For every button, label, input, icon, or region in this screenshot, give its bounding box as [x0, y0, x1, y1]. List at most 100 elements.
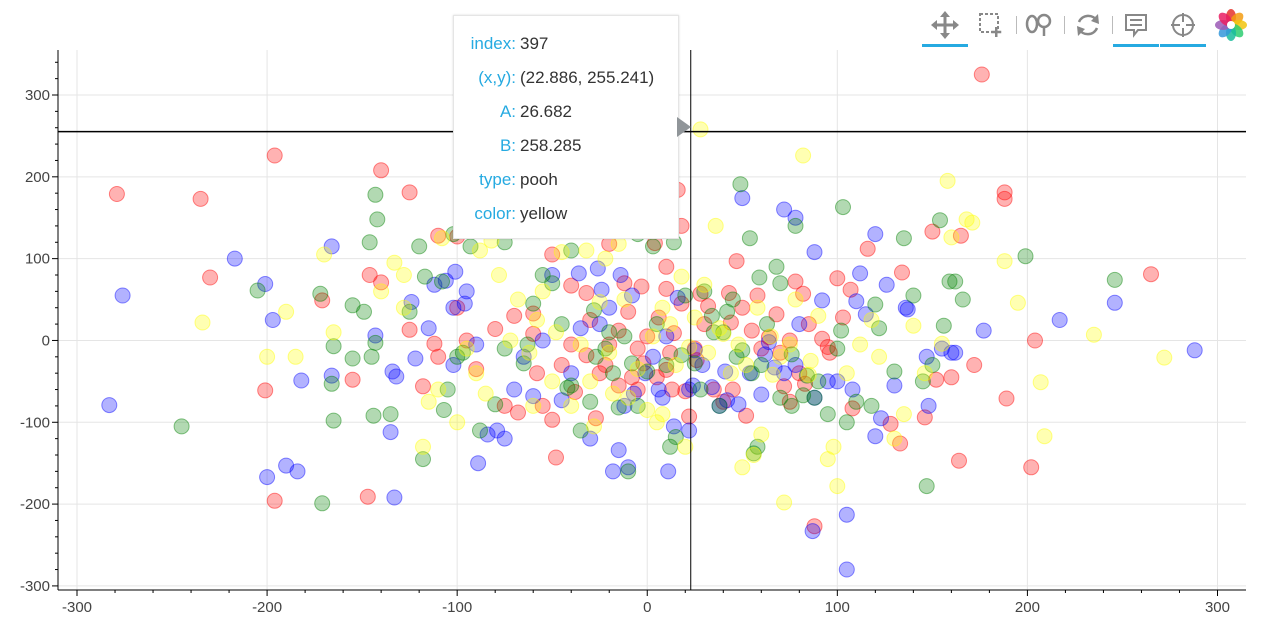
y-tick-label: -300	[20, 578, 50, 595]
scatter-point-red	[696, 316, 713, 333]
scatter-point-yellow	[905, 317, 922, 334]
scatter-point-yellow	[1032, 374, 1049, 391]
scatter-point-green	[833, 322, 850, 339]
scatter-point-green	[559, 379, 576, 396]
scatter-point-yellow	[686, 309, 703, 326]
tooltip-key: color:	[474, 204, 516, 223]
scatter-point-red	[996, 184, 1013, 201]
scatter-point-yellow	[648, 414, 665, 431]
scatter-point-green	[382, 406, 399, 423]
scatter-point-red	[951, 452, 967, 469]
scatter-point-red	[916, 409, 933, 426]
scatter-point-green	[325, 412, 342, 429]
scatter-point-red	[892, 435, 909, 452]
scatter-point-blue	[711, 397, 728, 414]
hover-tool-button[interactable]	[1113, 6, 1159, 47]
scatter-point-green	[582, 393, 599, 410]
scatter-point-red	[760, 329, 777, 346]
scatter-point-yellow	[434, 230, 450, 247]
scatter-point-blue	[681, 422, 698, 439]
scatter-point-blue	[437, 272, 454, 289]
scatter-point-red	[705, 381, 722, 398]
scatter-point-blue	[384, 363, 401, 380]
scatter-point-green	[624, 355, 640, 372]
scatter-point-green	[941, 273, 958, 290]
scatter-point-blue	[489, 422, 506, 439]
scatter-point-green	[871, 320, 888, 337]
scatter-point-yellow	[591, 294, 608, 310]
scatter-point-red	[401, 184, 418, 201]
tooltip-value: yellow	[520, 204, 568, 223]
crosshair-tool-button[interactable]	[1160, 6, 1206, 47]
scatter-point-blue	[873, 410, 889, 427]
scatter-point-yellow	[194, 314, 211, 331]
scatter-point-red	[928, 371, 945, 388]
scatter-point-blue	[470, 455, 487, 472]
scatter-point-red	[449, 299, 466, 316]
pan-tool-button[interactable]	[922, 6, 968, 47]
scatter-point-blue	[838, 561, 855, 578]
scatter-point-yellow	[1085, 326, 1102, 343]
scatter-point-red	[548, 449, 564, 466]
scatter-point-green	[686, 355, 703, 372]
scatter-point-blue	[323, 238, 340, 255]
scatter-point-green	[768, 258, 785, 275]
scatter-point-green	[753, 357, 770, 373]
scatter-point-yellow	[996, 253, 1013, 270]
scatter-point-blue	[943, 344, 960, 361]
scatter-point-red	[635, 355, 652, 372]
scatter-point-blue	[684, 377, 701, 394]
scatter-point-yellow	[472, 242, 488, 259]
scatter-point-green	[751, 269, 768, 286]
scatter-point-red	[563, 336, 580, 353]
scatter-point-blue	[589, 260, 606, 277]
reset-tool-button[interactable]	[1065, 6, 1111, 44]
scatter-point-red	[781, 393, 798, 410]
x-tick-label: -100	[442, 599, 472, 616]
scatter-point-blue	[867, 226, 884, 243]
scatter-point-red	[487, 321, 504, 337]
scatter-point-yellow	[287, 348, 304, 365]
scatter-point-red	[662, 344, 679, 361]
scatter-point-green	[620, 463, 637, 480]
scatter-point-blue	[757, 346, 774, 363]
wheel-zoom-tool-button[interactable]	[1016, 6, 1062, 44]
scatter-point-yellow	[420, 393, 437, 410]
scatter-point-red	[821, 344, 838, 361]
scatter-point-red	[728, 253, 745, 270]
scatter-point-red	[610, 322, 627, 339]
scatter-point-green	[741, 230, 758, 247]
box-zoom-tool-button[interactable]	[968, 6, 1014, 44]
scatter-point-green	[610, 399, 627, 416]
scatter-point-red	[721, 285, 737, 301]
scatter-point-green	[597, 340, 614, 357]
scatter-point-yellow	[582, 373, 599, 390]
scatter-point-red	[835, 309, 851, 326]
scatter-point-blue	[323, 367, 340, 384]
scatter-point-red	[753, 340, 770, 357]
scatter-point-blue	[933, 340, 950, 357]
scatter-point-red	[401, 321, 418, 338]
bokeh-logo-link[interactable]	[1208, 6, 1254, 44]
scatter-point-yellow	[529, 312, 545, 328]
scatter-point-green	[544, 275, 561, 292]
scatter-point-green	[835, 199, 851, 216]
scatter-point-blue	[593, 281, 610, 298]
scatter-point-green	[572, 422, 589, 439]
scatter-point-red	[800, 316, 817, 333]
scatter-point-red	[361, 267, 378, 283]
tooltip-value: (22.886, 255.241)	[520, 68, 655, 87]
scatter-point-red	[781, 332, 798, 349]
scatter-point-green	[525, 295, 542, 312]
scatter-point-blue	[544, 267, 561, 283]
scatter-point-blue	[838, 506, 855, 523]
scatter-point-yellow	[825, 438, 842, 455]
scatter-point-yellow	[711, 320, 728, 337]
scatter-point-green	[344, 297, 361, 314]
scatter-point-yellow	[325, 324, 342, 341]
y-tick-label: 300	[25, 87, 50, 104]
scatter-point-red	[534, 397, 551, 414]
scatter-point-red	[859, 240, 876, 257]
scatter-point-yellow	[597, 250, 614, 267]
scatter-point-yellow	[762, 328, 779, 345]
